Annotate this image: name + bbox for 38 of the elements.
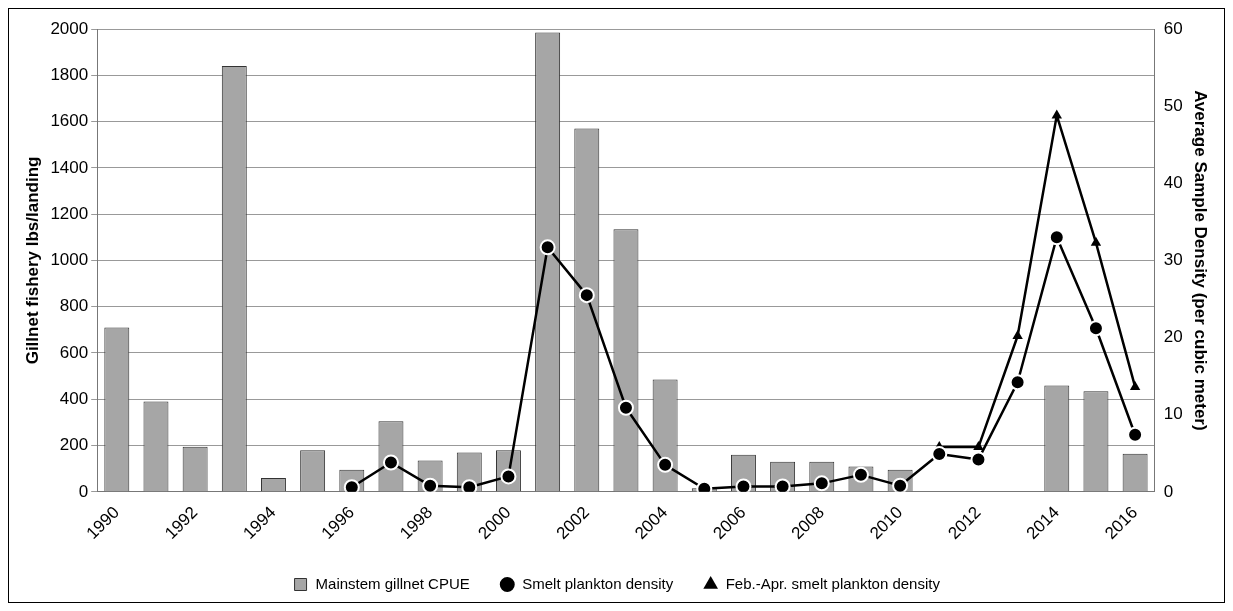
point: [461, 479, 478, 492]
y-tick-label: 400: [59, 388, 89, 408]
y-tick-label: 0: [78, 481, 89, 501]
point: [970, 451, 987, 468]
y-tick-label: 1600: [50, 111, 89, 131]
point: [1009, 374, 1026, 391]
y2-tick-label: 10: [1163, 404, 1183, 424]
point: [1127, 426, 1144, 443]
y-tick-label: 2000: [50, 18, 89, 38]
y-axis-title: Gillnet fishery lbs/landing: [22, 156, 42, 365]
y-tick-label: 1800: [50, 64, 89, 84]
y2-tick-label: 60: [1163, 18, 1183, 38]
point: [382, 454, 399, 471]
point: [1129, 380, 1141, 390]
y-tick-label: 1000: [50, 250, 89, 270]
point: [1012, 330, 1023, 340]
y-tick-label: 800: [59, 296, 89, 316]
y-tick-label: 200: [59, 435, 89, 455]
legend-label: Smelt plankton density: [522, 574, 674, 592]
y2-tick-label: 20: [1163, 327, 1183, 347]
y2-tick-label: 40: [1163, 172, 1183, 192]
point: [539, 239, 556, 256]
point: [578, 287, 595, 304]
y-tick-label: 1400: [50, 157, 89, 177]
legend-label: Mainstem gillnet CPUE: [315, 574, 470, 592]
y-tick-label: 1200: [50, 203, 89, 223]
legend-label: Feb.-Apr. smelt plankton density: [725, 574, 941, 592]
y2-tick-label: 0: [1163, 481, 1174, 501]
y2-tick-label: 30: [1163, 250, 1183, 270]
point: [1048, 229, 1065, 246]
point: [1090, 236, 1102, 246]
y2-axis-title: Average Sample Density (per cubic meter): [1191, 90, 1211, 431]
point: [657, 456, 674, 473]
point: [973, 441, 984, 451]
point: [735, 478, 752, 492]
y2-tick-label: 50: [1163, 95, 1183, 115]
point: [617, 399, 634, 416]
y-tick-label: 600: [59, 342, 89, 362]
